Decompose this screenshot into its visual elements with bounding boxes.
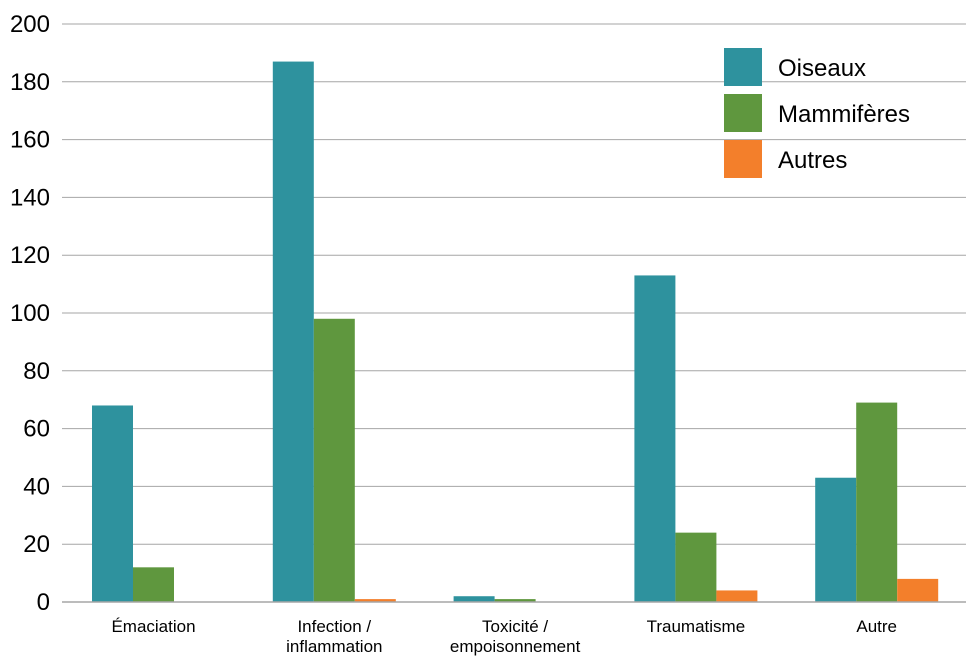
y-tick-label: 140 — [10, 184, 50, 211]
x-axis-ticks: Émaciation Infection / inflammation Toxicit… — [111, 617, 897, 656]
legend: Oiseaux Mammifères Autres — [724, 48, 910, 178]
legend-label: Autres — [778, 147, 847, 174]
y-tick-label: 60 — [23, 416, 50, 443]
bar-autres — [354, 599, 396, 602]
bar-oiseaux — [92, 405, 133, 602]
x-tick-label: Émaciation — [111, 617, 195, 636]
bar-autres — [897, 578, 939, 602]
x-tick-label: Infection / inflammation — [286, 617, 382, 656]
bar-mammif-res — [133, 567, 174, 602]
x-tick-label: Toxicité / empoisonnement — [450, 617, 581, 656]
bar-mammif-res — [313, 318, 355, 602]
legend-swatch — [724, 140, 762, 178]
bar-mammif-res — [856, 402, 898, 602]
x-tick-label: Autre — [856, 617, 897, 636]
y-tick-label: 0 — [37, 589, 50, 616]
y-axis-ticks: 0 20 40 60 80 100 120 140 160 180 200 — [10, 11, 50, 616]
y-tick-label: 160 — [10, 127, 50, 154]
bar-autres — [716, 590, 758, 602]
bar-oiseaux — [634, 275, 676, 602]
y-tick-label: 100 — [10, 300, 50, 327]
bar-mammif-res — [675, 532, 717, 602]
legend-label: Oiseaux — [778, 55, 866, 82]
y-tick-label: 120 — [10, 242, 50, 269]
y-tick-label: 20 — [23, 531, 50, 558]
legend-swatch — [724, 94, 762, 132]
y-tick-label: 80 — [23, 358, 50, 385]
bar-oiseaux — [453, 596, 495, 602]
bars — [92, 61, 939, 602]
gridlines — [62, 23, 966, 545]
y-tick-label: 40 — [23, 473, 50, 500]
x-tick-label: Traumatisme — [647, 617, 746, 636]
y-tick-label: 180 — [10, 69, 50, 96]
bar-oiseaux — [272, 61, 314, 602]
bar-oiseaux — [815, 477, 857, 602]
y-tick-label: 200 — [10, 11, 50, 38]
legend-swatch — [724, 48, 762, 86]
legend-label: Mammifères — [778, 101, 910, 128]
bar-mammif-res — [494, 599, 536, 602]
